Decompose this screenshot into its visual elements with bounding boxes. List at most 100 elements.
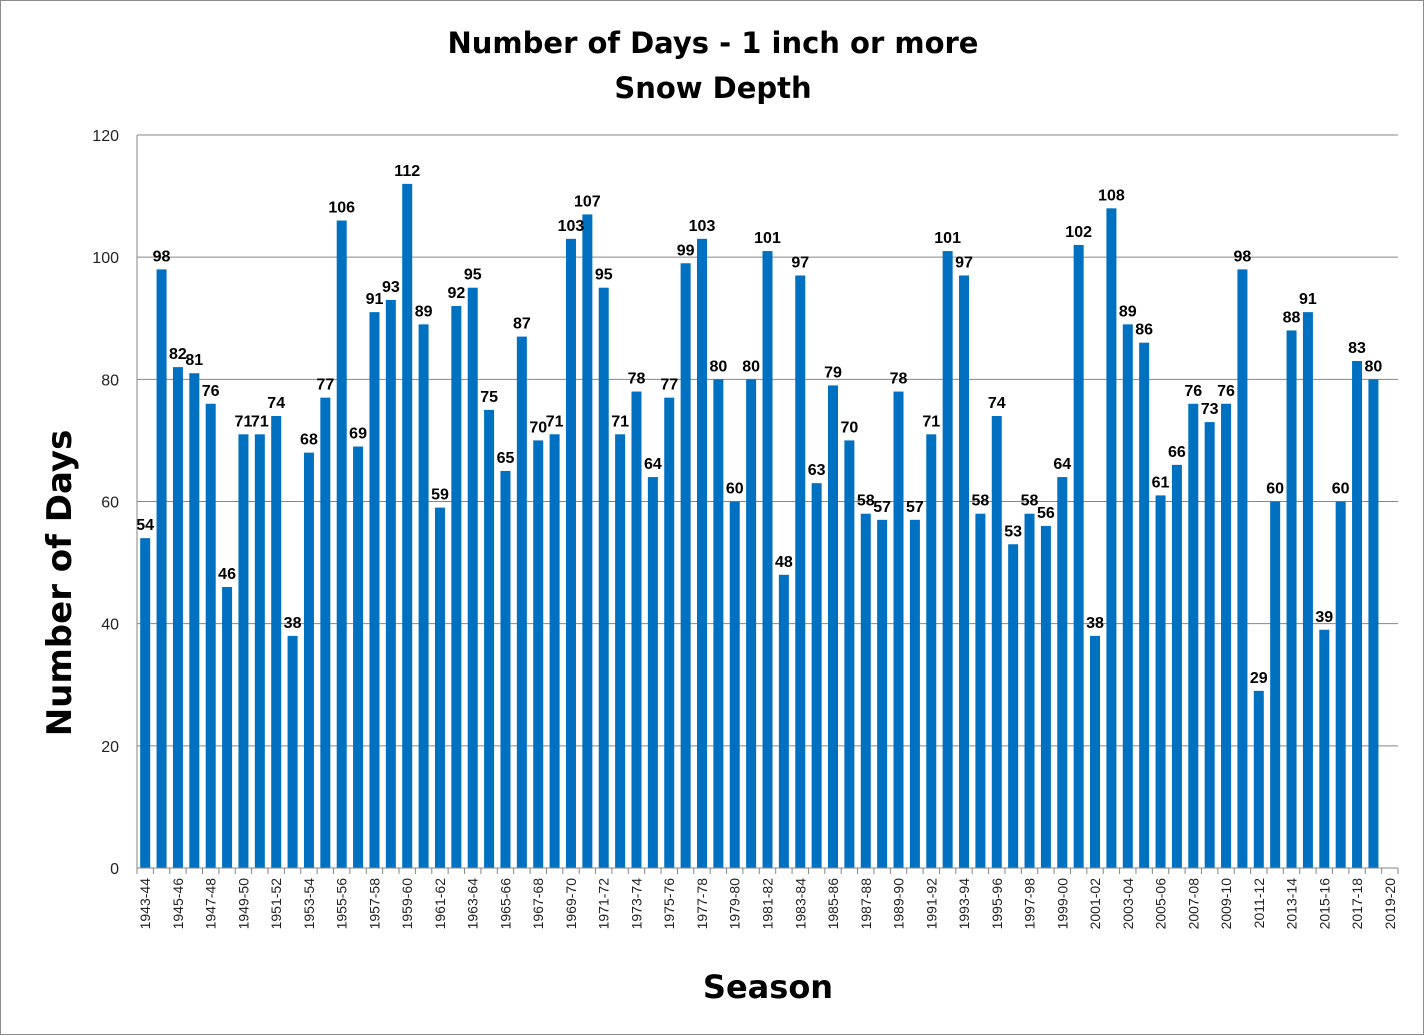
bar (1253, 690, 1264, 868)
bar (172, 367, 183, 868)
data-label: 93 (382, 279, 400, 296)
x-tick-label: 1989-90 (891, 878, 907, 930)
data-label: 91 (1299, 291, 1317, 308)
x-tick-label: 1961-62 (432, 878, 448, 930)
data-label: 59 (431, 487, 449, 504)
y-tick-label: 0 (110, 861, 119, 878)
x-tick-label: 1965-66 (497, 878, 513, 930)
data-label: 64 (644, 456, 662, 473)
data-label: 53 (1004, 523, 1022, 540)
data-label: 97 (791, 254, 809, 271)
bar (1302, 312, 1313, 868)
data-label: 82 (169, 346, 187, 363)
data-label: 79 (824, 364, 842, 381)
x-tick-label: 1975-76 (661, 878, 677, 930)
data-label: 103 (558, 218, 585, 235)
x-tick-label: 2013-14 (1284, 878, 1300, 930)
chart-title: Number of Days - 1 inch or more (448, 26, 979, 60)
x-tick-label: 1987-88 (858, 878, 874, 930)
data-label: 65 (497, 450, 515, 467)
bar (1057, 477, 1068, 868)
bar (664, 397, 675, 868)
data-label: 69 (349, 426, 367, 443)
x-tick-label: 1999-00 (1054, 878, 1070, 930)
bar (975, 513, 986, 868)
bar (1237, 269, 1248, 869)
data-label: 92 (447, 285, 465, 302)
bar (303, 452, 314, 868)
data-label: 74 (988, 395, 1006, 412)
bar (1090, 635, 1101, 868)
data-label: 103 (689, 218, 716, 235)
data-label: 81 (185, 352, 203, 369)
bar (467, 287, 478, 868)
data-label: 64 (1053, 456, 1071, 473)
bar (909, 519, 920, 868)
x-tick-label: 1991-92 (923, 878, 939, 930)
data-label: 101 (934, 230, 961, 247)
y-tick-label: 100 (92, 250, 119, 267)
x-tick-label: 1985-86 (825, 878, 841, 930)
bar (696, 238, 707, 868)
x-tick-label: 1945-46 (170, 878, 186, 930)
data-label: 76 (1184, 383, 1202, 400)
bar (1073, 244, 1084, 868)
data-label: 97 (955, 254, 973, 271)
x-tick-label: 1979-80 (727, 878, 743, 930)
y-tick-label: 60 (101, 495, 119, 512)
x-tick-label: 1967-68 (530, 878, 546, 930)
x-tick-label: 1953-54 (301, 878, 317, 930)
x-tick-label: 1955-56 (334, 878, 350, 930)
data-label: 29 (1250, 670, 1268, 687)
bar (205, 403, 216, 868)
bar (222, 587, 233, 868)
data-label: 66 (1168, 444, 1186, 461)
x-tick-label: 2011-12 (1251, 878, 1267, 929)
bar (877, 519, 888, 868)
bar (1204, 422, 1215, 868)
bar (746, 379, 757, 868)
data-label: 56 (1037, 505, 1055, 522)
bar (926, 434, 937, 868)
bar (844, 440, 855, 868)
bar (795, 275, 806, 868)
data-label: 68 (300, 432, 318, 449)
bar (631, 391, 642, 868)
data-label: 77 (660, 377, 678, 394)
bar (893, 391, 904, 868)
x-tick-label: 2015-16 (1316, 878, 1332, 930)
data-label: 107 (574, 193, 601, 210)
bar (287, 635, 298, 868)
data-label: 76 (1217, 383, 1235, 400)
x-tick-label: 1983-84 (792, 878, 808, 930)
bar (959, 275, 970, 868)
chart-subtitle: Snow Depth (614, 71, 811, 105)
x-axis-label: Season (703, 968, 833, 1006)
bar (1139, 342, 1150, 868)
bar (811, 483, 822, 868)
data-label: 60 (1332, 481, 1350, 498)
bar (1286, 330, 1297, 868)
bar (598, 287, 609, 868)
data-label: 71 (922, 413, 940, 430)
data-labels: 5498828176467171743868771066991931128959… (136, 163, 1382, 687)
data-label: 89 (1119, 303, 1137, 320)
x-tick-label: 2005-06 (1153, 878, 1169, 930)
bar (484, 409, 495, 868)
y-tick-label: 120 (92, 128, 119, 145)
data-label: 106 (328, 200, 355, 217)
x-tick-label: 1949-50 (235, 878, 251, 930)
bars (140, 183, 1379, 869)
x-tick-label: 1971-72 (596, 878, 612, 930)
data-label: 71 (546, 413, 564, 430)
data-label: 87 (513, 316, 531, 333)
x-tick-label: 1963-64 (465, 878, 481, 930)
data-label: 86 (1135, 322, 1153, 339)
bar (1122, 324, 1133, 868)
x-tick-label: 2007-08 (1185, 878, 1201, 930)
data-label: 38 (1086, 615, 1104, 632)
data-label: 78 (890, 371, 908, 388)
data-label: 77 (316, 377, 334, 394)
bar (647, 477, 658, 868)
data-label: 60 (1266, 481, 1284, 498)
